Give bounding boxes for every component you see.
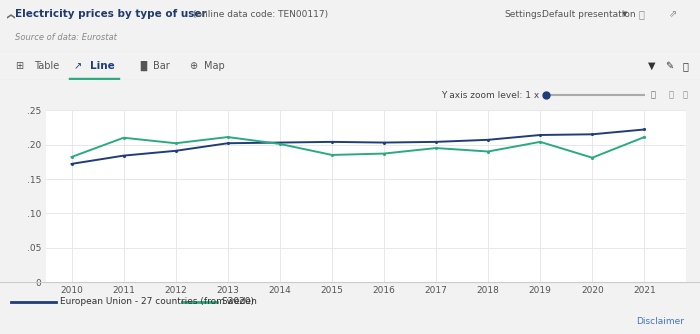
Text: ⊕: ⊕ [189,61,197,71]
Text: ⊞: ⊞ [15,61,24,71]
Text: ⬛: ⬛ [682,91,687,100]
Text: Sweden: Sweden [221,297,257,306]
Text: Disclaimer: Disclaimer [636,317,685,326]
Text: Line: Line [90,61,114,71]
Text: European Union - 27 countries (from 2020): European Union - 27 countries (from 2020… [60,297,254,306]
Text: ❯: ❯ [6,11,15,18]
Text: (online data code: TEN00117): (online data code: TEN00117) [193,10,328,19]
Text: 🔍: 🔍 [651,91,656,100]
Text: ⇗: ⇗ [668,9,677,19]
Text: ▼: ▼ [622,11,627,17]
Text: Y axis zoom level: 1 x: Y axis zoom level: 1 x [441,91,539,100]
Text: Bar: Bar [153,61,169,71]
Text: Settings:: Settings: [504,10,545,19]
Text: ⓘ: ⓘ [682,61,688,71]
Text: Source of data: Eurostat: Source of data: Eurostat [15,33,118,42]
Text: ▼: ▼ [648,61,655,71]
Text: ↗: ↗ [74,61,82,71]
Text: ▐▌: ▐▌ [136,61,151,71]
Text: ⬛: ⬛ [638,9,644,19]
Text: Electricity prices by type of user: Electricity prices by type of user [15,9,207,19]
Text: Table: Table [34,61,59,71]
Text: Default presentation: Default presentation [542,10,636,19]
Text: ✎: ✎ [665,61,673,71]
Text: ⬛: ⬛ [668,91,673,100]
Text: Map: Map [204,61,225,71]
